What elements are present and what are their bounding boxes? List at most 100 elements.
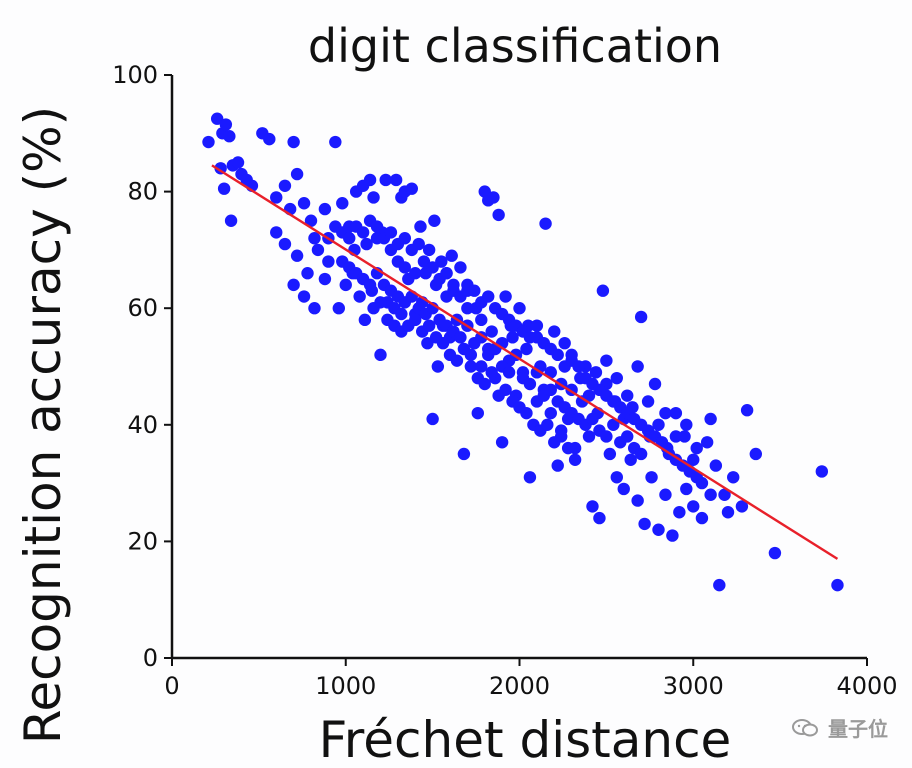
scatter-point (417, 255, 431, 268)
scatter-point (551, 459, 564, 472)
scatter-point (457, 342, 471, 356)
scatter-point (304, 214, 318, 227)
scatter-point (568, 453, 582, 466)
scatter-point (638, 517, 651, 531)
scatter-point (278, 237, 292, 251)
y-tick-label: 0 (143, 644, 158, 672)
scatter-point (363, 278, 377, 292)
scatter-point (575, 395, 589, 408)
x-tick-label: 1000 (315, 672, 376, 700)
scatter-point (367, 191, 380, 204)
scatter-point (600, 430, 613, 443)
scatter-point (374, 296, 387, 309)
scatter-point (223, 130, 236, 143)
scatter-point (624, 453, 637, 466)
scatter-point (343, 232, 356, 245)
y-tick-label: 40 (127, 411, 158, 439)
scatter-point (475, 360, 488, 373)
scatter-point (363, 173, 377, 187)
scatter-point (713, 578, 726, 592)
scatter-point (631, 360, 644, 373)
scatter-point (600, 354, 613, 367)
wechat-logo-icon (792, 718, 818, 736)
scatter-point (287, 135, 300, 149)
scatter-point (329, 135, 342, 149)
scatter-point (487, 191, 500, 204)
scatter-point (422, 319, 436, 332)
scatter-point (297, 197, 311, 210)
scatter-point (447, 278, 460, 292)
scatter-point (445, 249, 458, 262)
scatter-point (687, 500, 700, 513)
scatter-point (652, 418, 665, 431)
scatter-point (468, 284, 481, 297)
scatter-point (520, 406, 533, 420)
scatter-point (659, 488, 672, 501)
scatter-point (297, 290, 311, 303)
y-tick-label: 20 (127, 527, 158, 555)
scatter-point (523, 471, 537, 484)
chart-title: digit classification (308, 19, 722, 73)
scatter-point (586, 500, 599, 513)
scatter-point (454, 331, 467, 344)
scatter-point (641, 395, 655, 408)
scatter-point (680, 482, 693, 496)
scatter-point (318, 272, 332, 286)
scatter-point (695, 511, 709, 525)
scatter-point (426, 261, 439, 274)
scatter-point (370, 220, 384, 233)
scatter-point (290, 249, 304, 262)
scatter-point (431, 360, 445, 373)
scatter-point (709, 459, 723, 472)
scatter-point (219, 118, 233, 131)
scatter-point (231, 156, 245, 169)
scatter-point (704, 488, 717, 501)
scatter-point (278, 179, 292, 192)
scatter-point (520, 342, 533, 356)
scatter-point (485, 366, 498, 379)
scatter-point (414, 220, 427, 233)
scatter-point (502, 366, 516, 379)
x-axis-label: Fréchet distance (319, 711, 732, 768)
scatter-point (457, 447, 471, 461)
fit-line-group (211, 164, 839, 560)
scatter-point (384, 226, 398, 239)
scatter-point (464, 360, 478, 373)
scatter-point (610, 371, 623, 385)
scatter-point (428, 214, 441, 227)
scatter-point (700, 436, 714, 449)
scatter-point (539, 217, 552, 230)
scatter-point (523, 377, 537, 391)
scatter-point (680, 418, 693, 431)
scatter-point (379, 173, 392, 187)
scatter-point (589, 366, 603, 379)
scatter-point (287, 278, 300, 292)
scatter-point (454, 261, 467, 274)
scatter-point (669, 406, 683, 420)
y-tick-label: 80 (127, 178, 158, 206)
scatter-point (381, 313, 394, 327)
scatter-point (544, 383, 557, 397)
y-tick-label: 100 (112, 61, 158, 89)
scatter-point (450, 354, 464, 367)
scatter-point (422, 243, 436, 257)
scatter-point (610, 471, 623, 484)
scatter-point (358, 313, 372, 327)
scatter-point (263, 132, 276, 146)
scatter-point (301, 267, 314, 280)
scatter-point (339, 278, 352, 292)
scatter-point (603, 447, 617, 461)
scatter-point (374, 348, 387, 362)
scatter-point (513, 302, 526, 315)
scatter-point (727, 471, 740, 484)
scatter-point (749, 447, 762, 461)
scatter-point (308, 232, 321, 245)
scatter-point (360, 237, 373, 251)
scatter-point (593, 511, 606, 525)
scatter-point (356, 226, 370, 239)
scatter-point (435, 255, 448, 268)
scatter-point (690, 441, 703, 455)
scatter-point (409, 313, 422, 327)
watermark: 量子位 (790, 713, 888, 742)
